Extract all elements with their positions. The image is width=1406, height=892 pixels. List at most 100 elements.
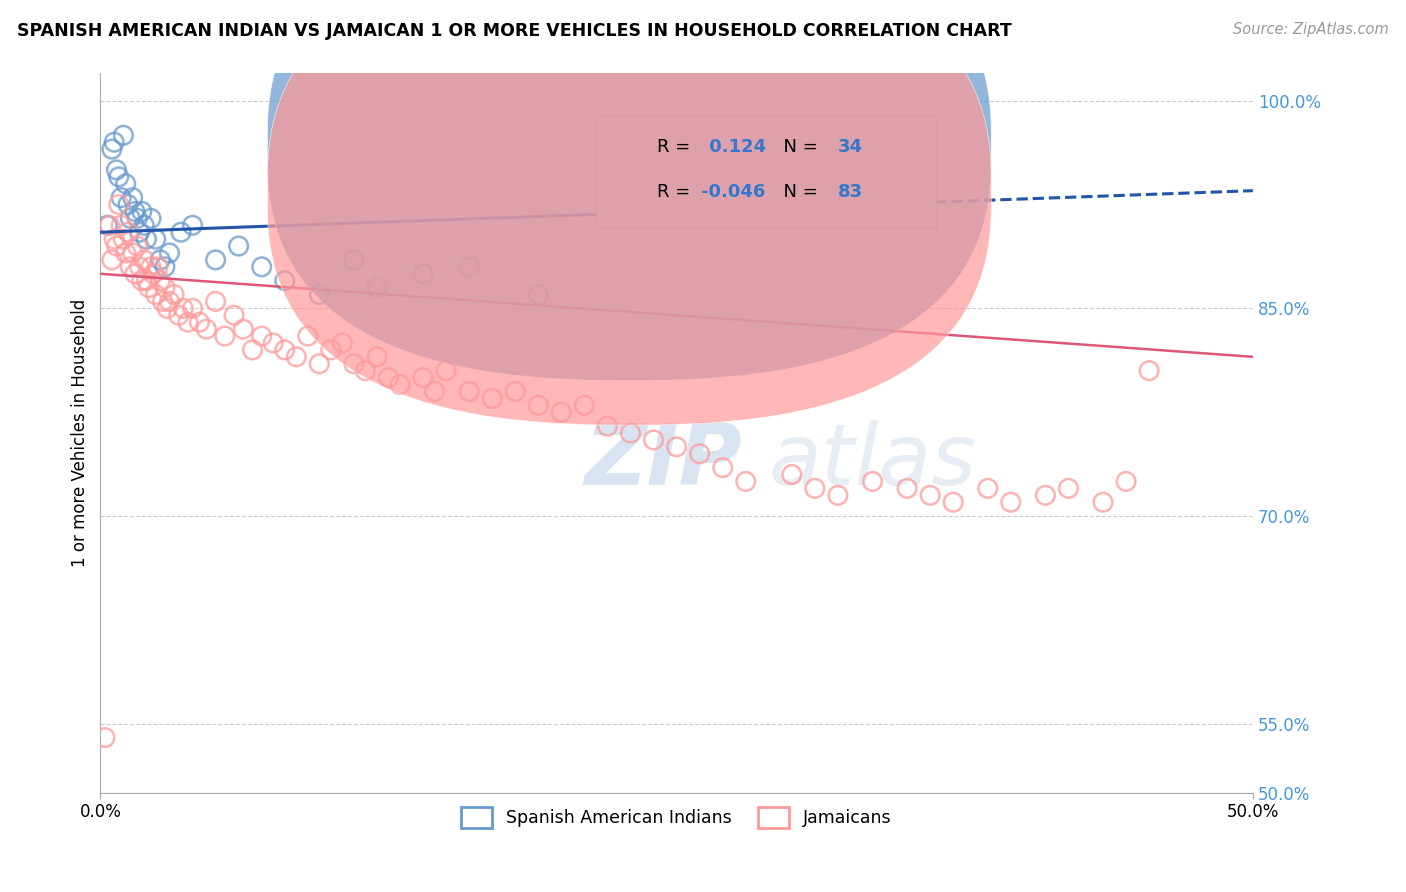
Point — [114, 177, 136, 191]
Point — [332, 336, 354, 351]
Point — [135, 232, 157, 246]
Point — [117, 225, 139, 239]
Point — [145, 287, 167, 301]
Point — [977, 482, 1000, 496]
Point — [195, 322, 218, 336]
Point — [458, 260, 481, 274]
Point — [114, 246, 136, 260]
Point — [574, 398, 596, 412]
Point — [550, 405, 572, 419]
Point — [128, 225, 150, 239]
Y-axis label: 1 or more Vehicles in Household: 1 or more Vehicles in Household — [72, 299, 89, 567]
Point — [117, 197, 139, 211]
Point — [366, 280, 388, 294]
Text: 0.124: 0.124 — [703, 138, 766, 156]
FancyBboxPatch shape — [267, 0, 991, 425]
Point — [285, 350, 308, 364]
Point — [139, 211, 162, 226]
Point — [127, 211, 149, 226]
Point — [827, 488, 849, 502]
Point — [319, 343, 342, 357]
Point — [177, 315, 200, 329]
Text: Source: ZipAtlas.com: Source: ZipAtlas.com — [1233, 22, 1389, 37]
Point — [689, 447, 711, 461]
Point — [250, 329, 273, 343]
Point — [343, 252, 366, 267]
Text: R =: R = — [657, 183, 696, 201]
Point — [366, 350, 388, 364]
Point — [101, 252, 124, 267]
Point — [170, 225, 193, 239]
Point — [139, 260, 162, 274]
Point — [527, 398, 550, 412]
Point — [156, 301, 179, 316]
Point — [149, 274, 172, 288]
Point — [149, 252, 172, 267]
Point — [172, 301, 194, 316]
Text: -0.046: -0.046 — [700, 183, 765, 201]
Point — [120, 260, 142, 274]
Point — [127, 239, 149, 253]
Point — [596, 419, 619, 434]
Point — [232, 322, 254, 336]
Point — [423, 384, 446, 399]
Point — [804, 482, 827, 496]
Point — [343, 357, 366, 371]
Point — [188, 315, 211, 329]
Point — [250, 260, 273, 274]
Point — [103, 232, 125, 246]
Point — [98, 219, 121, 233]
Text: N =: N = — [772, 183, 824, 201]
Point — [131, 274, 153, 288]
Point — [101, 142, 124, 156]
Point — [181, 301, 204, 316]
Point — [503, 384, 526, 399]
Point — [167, 308, 190, 322]
Point — [481, 392, 503, 406]
Point — [153, 260, 176, 274]
Point — [308, 287, 330, 301]
Point — [262, 336, 284, 351]
Point — [1057, 482, 1080, 496]
Point — [112, 128, 135, 143]
Point — [152, 294, 174, 309]
Point — [181, 219, 204, 233]
Point — [159, 294, 181, 309]
Point — [107, 169, 129, 184]
Text: 34: 34 — [838, 138, 863, 156]
Point — [412, 267, 434, 281]
Point — [643, 433, 665, 447]
FancyBboxPatch shape — [267, 0, 991, 380]
Point — [780, 467, 803, 482]
Point — [103, 135, 125, 149]
Point — [110, 191, 132, 205]
Point — [434, 364, 457, 378]
Point — [105, 162, 128, 177]
Point — [942, 495, 965, 509]
Point — [354, 364, 377, 378]
Point — [146, 260, 169, 274]
Point — [308, 357, 330, 371]
Point — [138, 280, 160, 294]
Point — [159, 246, 181, 260]
Text: N =: N = — [772, 138, 824, 156]
Point — [274, 274, 297, 288]
Point — [412, 370, 434, 384]
Point — [142, 267, 165, 281]
Legend: Spanish American Indians, Jamaicans: Spanish American Indians, Jamaicans — [454, 799, 898, 835]
Point — [862, 475, 884, 489]
Point — [153, 280, 176, 294]
Point — [711, 460, 734, 475]
Point — [124, 204, 146, 219]
Point — [228, 239, 250, 253]
Point — [1035, 488, 1057, 502]
Point — [145, 232, 167, 246]
Point — [124, 267, 146, 281]
Point — [388, 377, 411, 392]
Point — [1115, 475, 1137, 489]
Point — [96, 219, 118, 233]
Point — [121, 191, 143, 205]
Text: 83: 83 — [838, 183, 863, 201]
Text: R =: R = — [657, 138, 696, 156]
Point — [619, 425, 641, 440]
